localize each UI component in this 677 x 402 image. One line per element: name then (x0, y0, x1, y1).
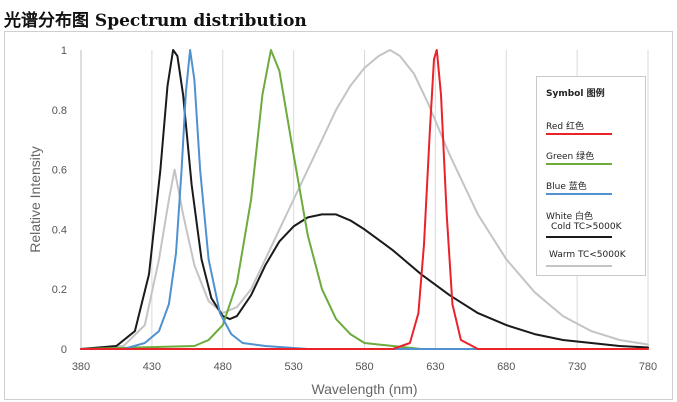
legend: Symbol 图例 Red 红色 Green 绿色 Blue 蓝色 White … (536, 76, 646, 276)
x-tick-label-380: 380 (72, 361, 90, 373)
legend-label-red: Red 红色 (546, 122, 584, 132)
series-line-blue (80, 49, 649, 350)
series-line-warm (80, 49, 649, 350)
x-tick-label-430: 430 (143, 361, 161, 373)
chart-panel: 380 430 480 530 580 630 680 730 780 0 0.2 0.4 0.6 0.8… (4, 31, 673, 400)
series-lines (80, 49, 649, 350)
legend-swatch-green (546, 163, 612, 165)
y-tick-label-0.2: 0.2 (52, 284, 67, 296)
series-line-red (80, 49, 649, 350)
x-tick-label-680: 680 (497, 361, 515, 373)
y-tick-label-0.4: 0.4 (52, 224, 67, 236)
legend-swatch-red (546, 133, 612, 135)
series-line-cold (80, 49, 649, 350)
spectrum-chart: 380 430 480 530 580 630 680 730 780 0 0.2 0.4 0.6 0.8… (27, 45, 657, 397)
legend-label-warm: Warm TC<5000K (549, 250, 626, 260)
x-tick-label-780: 780 (639, 361, 657, 373)
legend-label-green: Green 绿色 (546, 152, 595, 162)
x-axis-title: Wavelength (nm) (311, 381, 417, 397)
legend-swatch-cold (546, 236, 612, 238)
y-axis-title: Relative Intensity (27, 146, 43, 253)
legend-swatch-blue (546, 193, 612, 195)
x-tick-label-730: 730 (568, 361, 586, 373)
x-tick-label-580: 580 (355, 361, 373, 373)
x-tick-label-480: 480 (214, 361, 232, 373)
legend-label-cold: Cold TC>5000K (551, 222, 622, 232)
x-tick-label-530: 530 (284, 361, 302, 373)
chart-title: 光谱分布图 Spectrum distribution (4, 11, 307, 31)
series-line-green (80, 49, 649, 350)
x-tick-label-630: 630 (426, 361, 444, 373)
y-tick-label-1: 1 (61, 45, 67, 57)
y-tick-label-0.8: 0.8 (52, 105, 67, 117)
legend-swatch-warm (546, 265, 612, 267)
legend-label-blue: Blue 蓝色 (546, 182, 587, 192)
y-tick-label-0: 0 (61, 344, 67, 356)
axis-labels: 380 430 480 530 580 630 680 730 780 0 0.2 0.4 0.6 0.8… (27, 45, 657, 397)
legend-label-white: White 白色 (546, 212, 594, 222)
y-tick-label-0.6: 0.6 (52, 165, 67, 177)
legend-header: Symbol 图例 (546, 89, 605, 99)
